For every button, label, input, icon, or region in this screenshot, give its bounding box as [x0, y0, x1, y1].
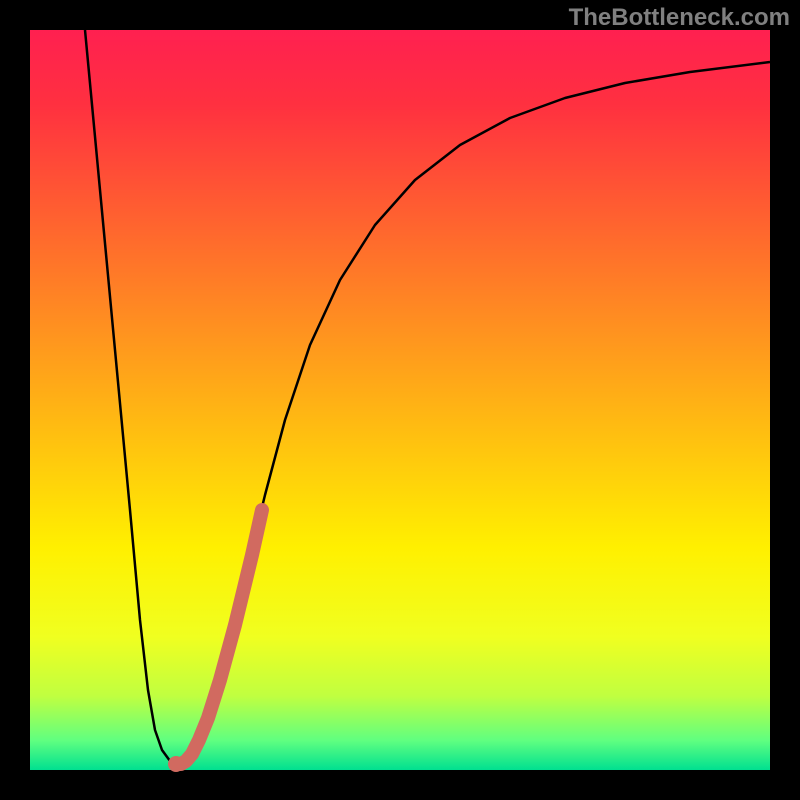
bottleneck-chart: TheBottleneck.com: [0, 0, 800, 800]
plot-background: [30, 30, 770, 770]
highlight-dot: [168, 756, 184, 772]
chart-svg: [0, 0, 800, 800]
watermark-text: TheBottleneck.com: [569, 4, 790, 32]
